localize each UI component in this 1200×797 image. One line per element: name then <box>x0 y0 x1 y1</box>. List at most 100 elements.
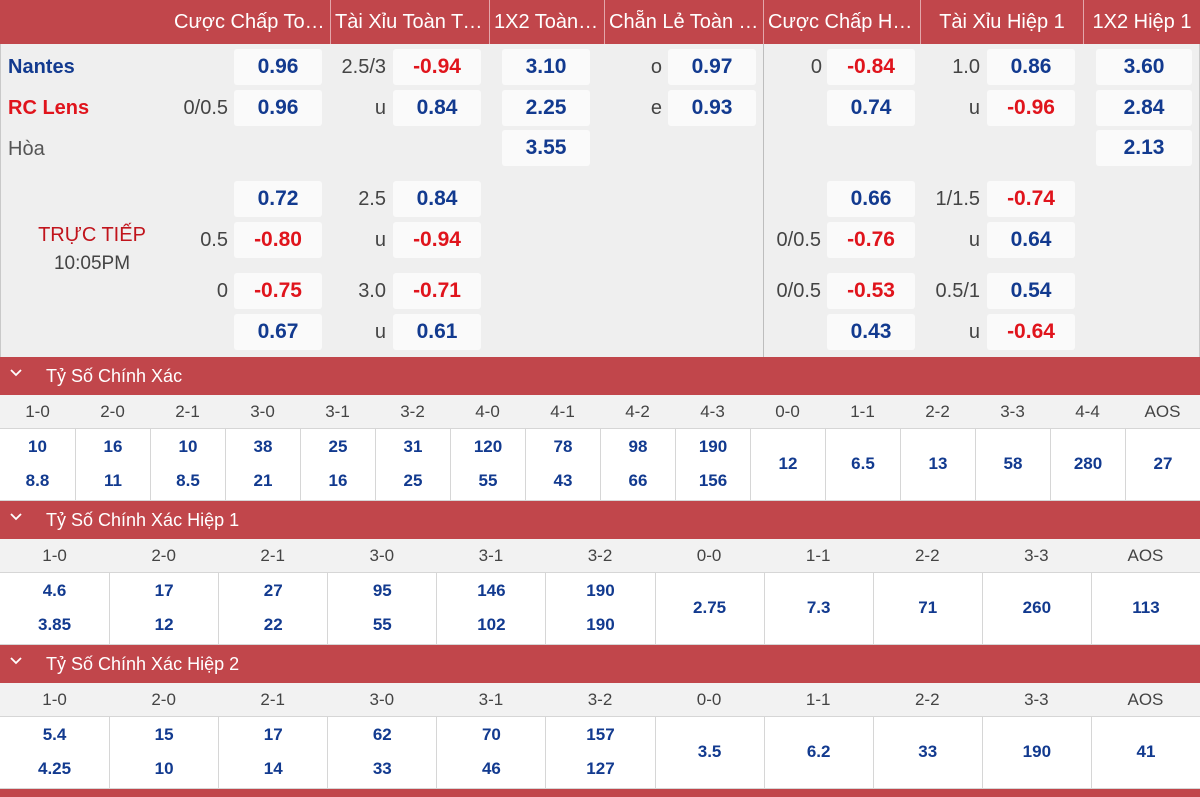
score-odds-home[interactable]: 17 <box>263 725 283 744</box>
score-odds-home[interactable]: 146 <box>477 581 506 600</box>
x12-home-odds[interactable]: 3.10 <box>502 49 590 85</box>
score-odds-home[interactable]: 190 <box>698 437 728 456</box>
score-odds[interactable]: 27 <box>1153 454 1173 473</box>
ou-under-odds[interactable]: 0.84 <box>393 90 481 126</box>
score-cell[interactable]: 95 55 <box>327 573 436 645</box>
score-odds-away[interactable]: 16 <box>328 471 348 490</box>
score-cell[interactable]: 113 <box>1090 573 1200 645</box>
score-cell[interactable]: 7.3 <box>763 573 873 645</box>
score-cell[interactable]: 6.5 <box>825 429 900 501</box>
score-odds[interactable]: 280 <box>1073 454 1103 473</box>
score-cell[interactable]: 3.5 <box>654 717 764 789</box>
hcap-home-odds[interactable]: 0.96 <box>234 49 322 85</box>
score-cell[interactable]: 71 <box>872 573 982 645</box>
alt-h1-ou-odds[interactable]: -0.74 <box>987 181 1075 217</box>
score-odds-home[interactable]: 70 <box>481 725 501 744</box>
alt-hcap-odds[interactable]: -0.80 <box>234 222 322 258</box>
score-odds-home[interactable]: 78 <box>553 437 573 456</box>
chevron-down-icon[interactable] <box>9 366 23 380</box>
score-odds[interactable]: 41 <box>1136 742 1156 761</box>
score-cell[interactable]: 41 <box>1090 717 1200 789</box>
col-handicap-ft[interactable]: Cược Chấp Toàn Trận <box>174 11 330 33</box>
score-odds-away[interactable]: 55 <box>478 471 498 490</box>
h1-hcap-home-odds[interactable]: -0.84 <box>827 49 915 85</box>
score-odds-away[interactable]: 8.8 <box>25 471 50 490</box>
score-odds-away[interactable]: 4.25 <box>37 759 72 778</box>
score-odds-home[interactable]: 120 <box>473 437 503 456</box>
score-cell[interactable]: 16 11 <box>75 429 150 501</box>
score-odds[interactable]: 58 <box>1003 454 1023 473</box>
score-odds-away[interactable]: 11 <box>104 471 122 490</box>
alt-h1-hcap-odds[interactable]: -0.53 <box>827 273 915 309</box>
score-cell[interactable]: 12 <box>750 429 825 501</box>
score-cell[interactable]: 280 <box>1050 429 1125 501</box>
score-cell[interactable]: 27 <box>1125 429 1200 501</box>
score-cell[interactable]: 4.6 3.85 <box>0 573 109 645</box>
chevron-down-icon[interactable] <box>9 654 23 668</box>
score-odds-away[interactable]: 21 <box>253 471 273 490</box>
col-1x2-h1[interactable]: 1X2 Hiệp 1 <box>1092 11 1192 33</box>
score-cell[interactable]: 260 <box>981 573 1091 645</box>
score-odds[interactable]: 13 <box>928 454 948 473</box>
score-cell[interactable]: 58 <box>975 429 1050 501</box>
h1-ou-under-odds[interactable]: -0.96 <box>987 90 1075 126</box>
score-cell[interactable]: 62 33 <box>327 717 436 789</box>
score-odds[interactable]: 113 <box>1132 598 1160 617</box>
x12-draw-odds[interactable]: 3.55 <box>502 130 590 166</box>
score-cell[interactable]: 17 12 <box>109 573 218 645</box>
score-odds-home[interactable]: 15 <box>154 725 174 744</box>
score-odds-home[interactable]: 62 <box>372 725 392 744</box>
score-odds-home[interactable]: 10 <box>28 437 47 456</box>
score-cell[interactable]: 15 10 <box>109 717 218 789</box>
x12-away-odds[interactable]: 2.25 <box>502 90 590 126</box>
score-odds-home[interactable]: 4.6 <box>42 581 67 600</box>
score-odds-away[interactable]: 12 <box>154 615 174 634</box>
score-odds[interactable]: 190 <box>1022 742 1052 761</box>
score-odds-away[interactable]: 22 <box>263 615 283 634</box>
section-bar-correct-score[interactable]: Tỷ Số Chính Xác <box>0 357 1200 395</box>
score-odds-away[interactable]: 66 <box>628 471 648 490</box>
score-odds[interactable]: 3.5 <box>697 742 722 761</box>
chevron-down-icon[interactable] <box>9 510 23 524</box>
score-odds-home[interactable]: 31 <box>403 437 423 456</box>
alt-h1-ou-odds[interactable]: 0.64 <box>987 222 1075 258</box>
score-cell[interactable]: 38 21 <box>225 429 300 501</box>
section-bar-correct-score-h2[interactable]: Tỷ Số Chính Xác Hiệp 2 <box>0 645 1200 683</box>
score-cell[interactable]: 78 43 <box>525 429 600 501</box>
score-odds-away[interactable]: 25 <box>403 471 423 490</box>
score-cell[interactable]: 70 46 <box>436 717 545 789</box>
score-odds-away[interactable]: 8.5 <box>176 471 200 490</box>
even-odds[interactable]: 0.93 <box>668 90 756 126</box>
hcap-away-odds[interactable]: 0.96 <box>234 90 322 126</box>
score-odds[interactable]: 2.75 <box>693 598 727 617</box>
score-odds-home[interactable]: 157 <box>586 725 615 744</box>
score-odds-home[interactable]: 190 <box>586 581 615 600</box>
score-odds-home[interactable]: 98 <box>628 437 648 456</box>
score-cell[interactable]: 33 <box>872 717 982 789</box>
col-1x2-ft[interactable]: 1X2 Toàn Trận <box>494 11 604 33</box>
score-odds-home[interactable]: 5.4 <box>42 725 67 744</box>
score-cell[interactable]: 17 14 <box>218 717 327 789</box>
alt-ou-odds[interactable]: 0.84 <box>393 181 481 217</box>
score-odds[interactable]: 6.2 <box>806 742 831 761</box>
h1-x12-draw-odds[interactable]: 2.13 <box>1096 130 1192 166</box>
score-odds[interactable]: 12 <box>778 454 798 473</box>
score-cell[interactable]: 2.75 <box>654 573 764 645</box>
alt-ou-odds[interactable]: 0.61 <box>393 314 481 350</box>
score-odds-away[interactable]: 46 <box>481 759 501 778</box>
score-cell[interactable]: 190 190 <box>545 573 654 645</box>
alt-h1-hcap-odds[interactable]: 0.66 <box>827 181 915 217</box>
score-odds-home[interactable]: 27 <box>263 581 283 600</box>
score-odds[interactable]: 71 <box>918 598 938 617</box>
score-odds-away[interactable]: 102 <box>477 615 506 634</box>
score-odds-home[interactable]: 38 <box>253 437 273 456</box>
alt-ou-odds[interactable]: -0.94 <box>393 222 481 258</box>
score-odds-away[interactable]: 55 <box>372 615 392 634</box>
score-odds-away[interactable]: 33 <box>372 759 392 778</box>
score-cell[interactable]: 120 55 <box>450 429 525 501</box>
score-cell[interactable]: 146 102 <box>436 573 545 645</box>
alt-hcap-odds[interactable]: 0.67 <box>234 314 322 350</box>
score-odds-away[interactable]: 3.85 <box>37 615 72 634</box>
score-cell[interactable]: 10 8.5 <box>150 429 225 501</box>
score-odds-away[interactable]: 10 <box>154 759 174 778</box>
